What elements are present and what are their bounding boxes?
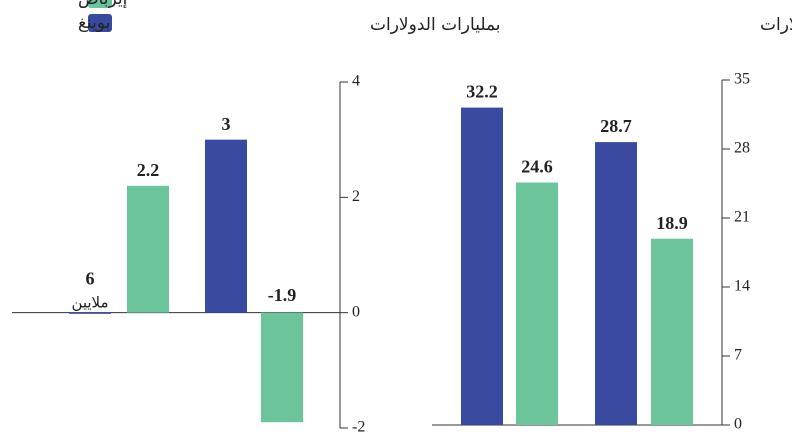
subtitle: بمليارات الدولارات: [370, 15, 501, 35]
y-tick-label: 21: [734, 209, 750, 226]
y-tick-label: 35: [734, 71, 750, 88]
y-tick-label: 0: [734, 416, 742, 433]
bar: [595, 142, 637, 425]
bar: [205, 139, 247, 313]
bar: [516, 182, 558, 425]
legend-label: إيرباص: [78, 0, 127, 9]
bar: [651, 238, 693, 425]
value-label: 18.9: [656, 213, 688, 233]
bar: [461, 107, 503, 425]
bar: [69, 312, 111, 314]
y-tick-label: 7: [734, 347, 742, 364]
legend-swatch: [88, 0, 112, 8]
subtitle: بمليارات الدولارات: [760, 15, 792, 35]
value-label: 3: [222, 114, 231, 134]
value-label: 6 ملايين: [71, 268, 108, 310]
y-tick-label: 4: [352, 73, 360, 90]
value-label: 24.6: [521, 157, 553, 177]
value-label: -1.9: [268, 285, 297, 305]
legend-label: بوينغ: [78, 13, 110, 33]
y-tick-label: 14: [734, 278, 750, 295]
value-label: 2.2: [137, 160, 160, 180]
y-tick-label: 28: [734, 140, 750, 157]
y-tick-label: -2: [352, 419, 365, 436]
y-tick-label: 2: [352, 188, 360, 205]
value-label: 32.2: [466, 82, 498, 102]
legend-swatch: [88, 14, 112, 32]
bar: [127, 185, 169, 313]
y-tick-label: 0: [352, 303, 360, 320]
value-label: 28.7: [600, 116, 632, 136]
bar: [261, 312, 303, 423]
